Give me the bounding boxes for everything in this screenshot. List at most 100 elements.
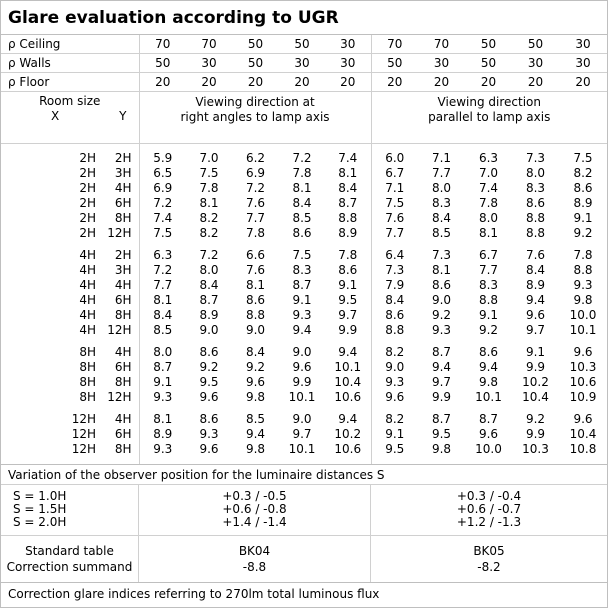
ugr-value: 9.1	[573, 211, 593, 225]
ugr-value: 8.9	[338, 226, 358, 240]
ugr-value: 8.2	[370, 345, 419, 360]
viewing-parallel-line2: parallel to lamp axis	[428, 110, 551, 124]
reflectance-value: 20	[186, 72, 233, 92]
ugr-value: 6.2	[245, 151, 266, 165]
ugr-value: 8.3	[478, 278, 499, 292]
ugr-value: 8.9	[573, 196, 593, 210]
ugr-value: 10.9	[569, 390, 597, 404]
ugr-value: 9.6	[525, 308, 546, 322]
ugr-value: 8.4	[431, 211, 452, 225]
table-row: 2H 2H 5.9 7.0 6.2 7.2 7.4 6.0 7.1 6.3 7.3 7.5	[1, 151, 607, 166]
standard-table-section: Standard table Correction summand BK04 -…	[1, 536, 607, 583]
standard-parallel: BK05 -8.2	[371, 536, 607, 582]
correction-summand-label: Correction summand	[6, 560, 133, 574]
ugr-value: 7.4	[338, 151, 358, 165]
reflectance-value: 20	[325, 72, 372, 92]
ugr-value: 8.4	[338, 181, 358, 195]
standard-table-a: BK04	[238, 544, 271, 558]
ugr-value: 8.6	[245, 293, 266, 307]
ugr-value: 8.7	[478, 412, 499, 426]
room-y-label: Y	[119, 109, 127, 123]
standard-table-label: Standard table	[25, 544, 114, 558]
ugr-value: 7.7	[245, 211, 266, 225]
ugr-value: 8.5	[292, 211, 312, 225]
ugr-value: 8.8	[338, 211, 358, 225]
viewing-right-angles-line1: Viewing direction at	[195, 95, 315, 109]
ugr-value: 10.3	[522, 442, 549, 456]
ugr-value: 8.6	[199, 412, 219, 426]
ugr-value: 9.3	[370, 375, 419, 390]
variation-b-1: +0.3 / -0.4	[456, 489, 522, 503]
reflectance-value: 20	[370, 72, 419, 92]
room-x-value: 12H	[71, 442, 96, 456]
ugr-value: 8.6	[338, 263, 358, 277]
ugr-value: 9.0	[292, 412, 312, 426]
room-y-value: 6H	[96, 427, 140, 442]
room-x-value: 8H	[79, 390, 96, 404]
ugr-value: 7.5	[153, 226, 173, 240]
table-row: 4H 2H 6.3 7.2 6.6 7.5 7.8 6.4 7.3 6.7 7.6 7.8	[1, 248, 607, 263]
ugr-value: 10.1	[569, 323, 597, 337]
ugr-value: 9.6	[478, 427, 499, 441]
footer-note: Correction glare indices referring to 27…	[8, 587, 380, 601]
ugr-value: 10.6	[334, 442, 362, 456]
ugr-value: 7.2	[199, 248, 219, 262]
ugr-value: 7.2	[153, 196, 173, 210]
ugr-value: 8.7	[292, 278, 312, 292]
reflectance-value: 50	[512, 35, 560, 54]
ugr-value: 8.0	[431, 181, 452, 195]
variation-a-3: +1.4 / -1.4	[222, 515, 287, 529]
ugr-value: 6.5	[153, 166, 173, 180]
ugr-value: 10.0	[569, 308, 597, 322]
ugr-value: 7.6	[370, 211, 419, 226]
reflectance-value: 20	[232, 72, 280, 92]
ugr-value: 10.1	[334, 360, 362, 374]
ugr-value: 8.5	[245, 412, 266, 426]
ugr-value: 9.0	[292, 345, 312, 359]
ugr-value: 8.2	[370, 412, 419, 427]
standard-table-b: BK05	[473, 544, 505, 558]
reflectance-value: 20	[418, 72, 466, 92]
ugr-value: 9.6	[199, 442, 219, 456]
ugr-value: 9.4	[525, 293, 546, 307]
ugr-value: 9.7	[338, 308, 358, 322]
room-y-value: 8H	[96, 375, 140, 390]
ugr-value: 8.6	[573, 181, 593, 195]
reflectance-value: 30	[186, 53, 233, 73]
ugr-value: 9.8	[431, 442, 452, 456]
ugr-value: 8.3	[431, 196, 452, 210]
room-y-value: 3H	[96, 263, 140, 278]
ugr-value: 9.2	[199, 360, 219, 374]
ugr-value: 8.8	[525, 211, 546, 225]
ugr-value: 7.6	[525, 248, 546, 262]
ugr-value: 9.6	[292, 360, 312, 374]
room-y-value: 4H	[96, 345, 140, 360]
ugr-value: 10.2	[522, 375, 549, 389]
reflectance-value: 30	[325, 53, 372, 73]
ugr-value: 9.0	[431, 293, 452, 307]
ugr-value: 8.7	[431, 412, 452, 426]
room-x-label: X	[51, 109, 60, 123]
viewing-direction-row: Room size X Y Viewing direction at right …	[1, 91, 608, 144]
room-x-value: 8H	[79, 360, 96, 374]
ugr-value: 7.2	[153, 263, 173, 277]
variation-a-1: +0.3 / -0.5	[222, 489, 287, 503]
room-y-value: 2H	[96, 248, 140, 263]
ugr-value: 9.1	[153, 375, 173, 389]
room-x-value: 12H	[71, 427, 96, 441]
room-y-value: 6H	[96, 196, 140, 211]
ugr-value: 7.8	[338, 248, 358, 262]
reflectance-value: 30	[512, 53, 560, 73]
ugr-value: 8.0	[525, 166, 546, 180]
ugr-value: 7.8	[245, 226, 266, 240]
viewing-parallel-header: Viewing direction parallel to lamp axis	[370, 91, 608, 144]
room-size-header: Room size X Y	[1, 91, 140, 144]
ugr-value: 9.9	[525, 427, 546, 441]
ugr-value: 9.2	[525, 412, 546, 426]
ugr-value: 9.7	[525, 323, 546, 337]
reflectance-value: 20	[279, 72, 326, 92]
room-x-value: 4H	[79, 293, 96, 307]
reflectance-value: 70	[139, 35, 187, 54]
ugr-value: 9.5	[338, 293, 358, 307]
reflectance-value: 70	[370, 35, 419, 54]
